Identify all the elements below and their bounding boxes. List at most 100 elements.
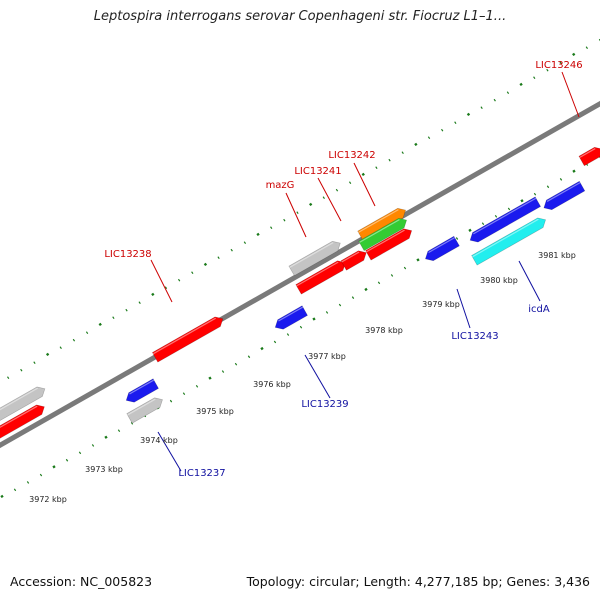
tick-label: 3976 kbp: [253, 380, 291, 389]
leader-line: [304, 354, 331, 399]
gene-label-mazg[interactable]: mazG: [266, 180, 295, 191]
gene-arrow-red: [340, 250, 367, 271]
tick-mark: [416, 258, 420, 262]
gene-arrow-highlight: [546, 182, 581, 202]
tick-mark: [230, 248, 233, 252]
gene-arrow-highlight: [341, 251, 360, 263]
tick-mark: [335, 188, 339, 192]
tick-mark: [506, 91, 510, 95]
tick-label: 3973 kbp: [85, 465, 123, 474]
tick-mark: [480, 106, 483, 110]
tick-mark: [572, 52, 576, 57]
tick-mark: [559, 178, 563, 181]
tick-mark: [59, 346, 62, 350]
leader-line: [518, 260, 541, 302]
genome-title: Leptospira interrogans serovar Copenhage…: [93, 9, 507, 24]
tick-mark: [195, 385, 199, 388]
tick-mark: [203, 262, 208, 267]
gene-arrow-gray: [288, 240, 341, 277]
gene-label-icda[interactable]: icdA: [528, 304, 550, 315]
tick-mark: [388, 158, 391, 162]
tick-mark: [112, 316, 115, 320]
tick-label: 3974 kbp: [140, 436, 178, 445]
tick-mark: [322, 196, 325, 200]
reverse-tick-track: [0, 155, 600, 499]
tick-mark: [466, 112, 471, 117]
tick-mark: [481, 222, 485, 226]
gene-arrow-highlight: [278, 306, 304, 322]
tick-mark: [6, 376, 10, 380]
tick-mark: [243, 241, 247, 245]
gene-label-lic13239[interactable]: LIC13239: [301, 399, 348, 410]
tick-mark: [72, 338, 76, 342]
tick-mark: [256, 232, 260, 237]
tick-mark: [191, 271, 194, 275]
tick-mark: [33, 361, 36, 365]
tick-mark: [519, 82, 523, 87]
tick-mark: [585, 163, 589, 166]
gene-label-lic13246[interactable]: LIC13246: [535, 60, 582, 71]
accession-text: Accession: NC_005823: [10, 574, 153, 589]
gene-label-lic13237[interactable]: LIC13237: [178, 468, 225, 479]
gene-arrow-green: [358, 217, 407, 252]
tick-mark: [572, 169, 576, 173]
gene-arrow-red: [578, 146, 600, 167]
gene-label-lic13243[interactable]: LIC13243: [451, 331, 498, 342]
tick-mark: [401, 151, 404, 155]
leader-line: [561, 71, 580, 118]
tick-mark: [493, 98, 496, 102]
tick-mark: [441, 128, 444, 132]
gene-arrow-cyan: [471, 217, 546, 266]
tick-mark: [260, 346, 264, 351]
tick-mark: [533, 76, 536, 80]
tick-mark: [296, 211, 299, 215]
gene-arrow-highlight: [428, 237, 455, 253]
gene-arrow-highlight: [296, 261, 339, 287]
gene-arrow-orange: [357, 207, 406, 242]
gene-arrow-highlight: [473, 197, 537, 235]
leader-line: [157, 431, 182, 472]
tick-mark: [78, 451, 82, 455]
gene-label-lic13242[interactable]: LIC13242: [328, 150, 375, 161]
tick-mark: [164, 286, 168, 290]
gene-arrow-highlight: [152, 317, 216, 355]
gene-arrow-highlight: [472, 218, 539, 258]
tick-mark: [104, 435, 108, 439]
leader-line: [317, 177, 342, 222]
tick-mark: [507, 207, 511, 211]
gene-arrow-highlight: [365, 229, 405, 253]
tick-mark: [364, 287, 368, 292]
tick-mark: [125, 308, 128, 312]
gene-arrow-highlight: [359, 219, 400, 243]
tick-label: 3981 kbp: [538, 251, 576, 260]
tick-mark: [348, 181, 352, 185]
gene-arrow-blue: [469, 196, 542, 243]
tick-mark: [91, 444, 95, 447]
tick-mark: [325, 311, 329, 314]
tick-mark: [20, 368, 23, 372]
tick-mark: [177, 278, 181, 282]
gene-arrow-red: [365, 228, 413, 261]
tick-mark: [468, 228, 472, 232]
tick-mark: [427, 136, 431, 140]
tick-mark: [546, 185, 550, 189]
gene-arrow-red: [0, 404, 45, 439]
gene-arrow-highlight: [289, 242, 334, 268]
tick-mark: [312, 317, 316, 321]
tick-mark: [377, 281, 381, 285]
tick-mark: [390, 274, 394, 277]
gene-arrow-highlight: [579, 148, 596, 158]
tick-label: 3977 kbp: [308, 352, 346, 361]
tick-mark: [208, 376, 212, 380]
gene-arrow-blue: [543, 180, 586, 211]
tick-mark: [283, 218, 286, 222]
gene-arrow-highlight: [0, 387, 39, 411]
tick-mark: [308, 202, 313, 207]
leader-line: [456, 288, 471, 329]
gene-label-lic13238[interactable]: LIC13238: [104, 249, 151, 260]
leader-line: [285, 192, 307, 238]
tick-mark: [0, 494, 4, 499]
gene-arrow-red: [295, 260, 346, 295]
gene-label-lic13241[interactable]: LIC13241: [294, 166, 341, 177]
